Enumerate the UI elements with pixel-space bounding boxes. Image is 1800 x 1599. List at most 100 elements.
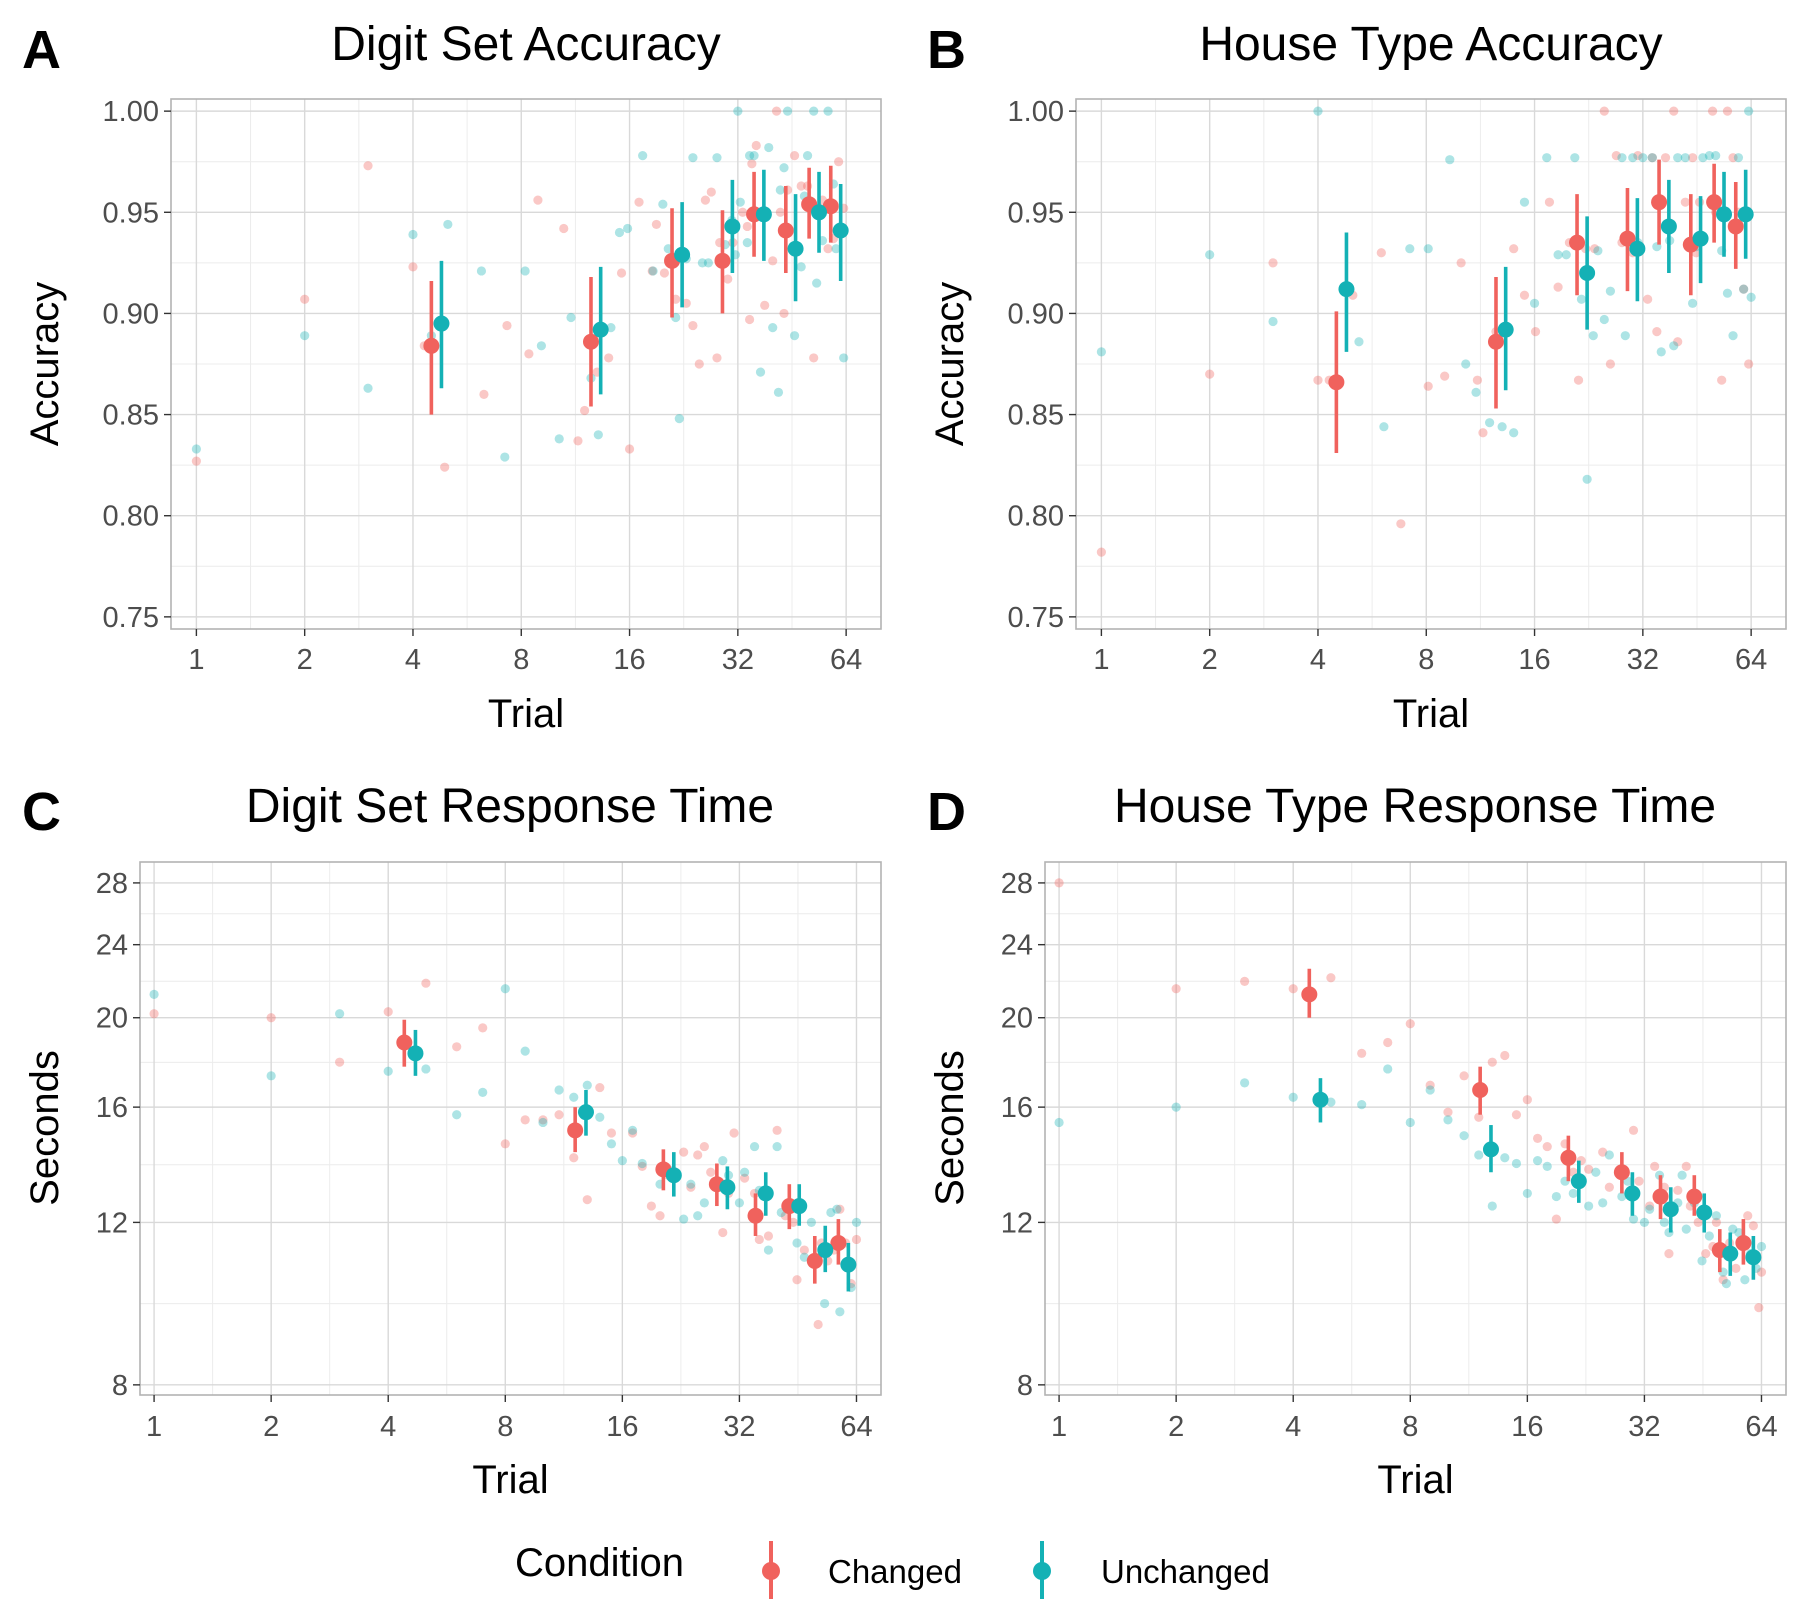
raw-point-unchanged <box>718 1156 728 1166</box>
raw-point-unchanged <box>1711 1211 1721 1221</box>
raw-point-changed <box>440 462 450 472</box>
raw-point-changed <box>1645 1201 1655 1211</box>
raw-point-changed <box>1664 1249 1674 1259</box>
y-tick-label: 8 <box>1017 1370 1033 1402</box>
raw-point-unchanged <box>1756 1241 1767 1252</box>
raw-point-unchanged <box>749 1141 760 1152</box>
raw-point-changed <box>792 1275 802 1285</box>
raw-point-changed <box>1634 1176 1644 1186</box>
raw-point-unchanged <box>1582 474 1592 484</box>
x-tick-label: 2 <box>1202 644 1218 676</box>
raw-point-unchanged <box>566 312 576 323</box>
raw-point-changed <box>1440 371 1450 381</box>
raw-point-unchanged <box>648 266 658 276</box>
mean-point-changed <box>777 222 794 239</box>
raw-point-unchanged <box>149 989 159 999</box>
raw-point-unchanged <box>1519 197 1530 207</box>
raw-point-unchanged <box>809 106 819 116</box>
raw-point-changed <box>1605 359 1616 369</box>
raw-point-unchanged <box>820 1298 830 1309</box>
raw-point-unchanged <box>693 1211 703 1221</box>
raw-point-unchanged <box>443 219 453 230</box>
raw-point-unchanged <box>1561 250 1571 260</box>
raw-point-changed <box>520 1115 530 1125</box>
y-tick-label: 1.00 <box>103 96 159 128</box>
raw-point-changed <box>1551 1214 1561 1224</box>
raw-point-unchanged <box>1677 1170 1687 1180</box>
raw-point-changed <box>1396 519 1406 529</box>
raw-point-changed <box>1357 1048 1367 1058</box>
raw-point-changed <box>699 1141 709 1152</box>
raw-point-changed <box>647 266 657 276</box>
raw-point-changed <box>1459 1071 1469 1081</box>
mean-point-unchanged <box>1482 1141 1499 1158</box>
raw-point-unchanged <box>1357 1100 1367 1110</box>
y-tick-label: 0.85 <box>103 400 159 432</box>
raw-point-changed <box>655 1211 665 1221</box>
raw-point-changed <box>1748 1221 1758 1231</box>
mean-point-changed <box>714 252 731 269</box>
raw-point-unchanged <box>1288 1092 1298 1102</box>
raw-point-unchanged <box>658 199 668 209</box>
raw-point-unchanged <box>1722 288 1733 298</box>
raw-point-changed <box>595 1082 605 1093</box>
raw-point-unchanged <box>782 106 793 116</box>
mean-point-unchanged <box>1692 230 1709 247</box>
raw-point-changed <box>1673 337 1683 347</box>
legend-key-changed <box>762 1541 780 1599</box>
raw-point-changed <box>679 1147 689 1157</box>
raw-point-unchanged <box>734 1198 745 1208</box>
raw-point-unchanged <box>792 1238 802 1248</box>
raw-point-changed <box>1519 290 1530 300</box>
y-tick-label: 16 <box>1001 1092 1033 1124</box>
raw-point-changed <box>744 314 755 325</box>
mean-point-changed <box>423 337 440 354</box>
raw-point-unchanged <box>1522 1188 1532 1199</box>
x-tick-label: 16 <box>1511 1411 1543 1443</box>
y-tick-label: 1.00 <box>1008 96 1064 128</box>
raw-point-changed <box>747 159 757 169</box>
raw-point-unchanged <box>1740 1275 1750 1285</box>
mean-point-changed <box>1328 374 1345 391</box>
raw-point-unchanged <box>1697 1256 1707 1266</box>
raw-point-changed <box>479 389 489 399</box>
raw-point-unchanged <box>1471 387 1481 397</box>
mean-point-unchanged <box>1497 321 1514 338</box>
x-tick-label: 64 <box>830 644 862 676</box>
raw-point-unchanged <box>383 1066 393 1076</box>
raw-point-unchanged <box>1656 347 1666 357</box>
raw-point-unchanged <box>452 1110 462 1120</box>
raw-point-unchanged <box>1728 1224 1738 1234</box>
raw-point-unchanged <box>408 229 418 240</box>
mean-point-unchanged <box>755 206 772 223</box>
raw-point-changed <box>1425 1080 1435 1090</box>
raw-point-unchanged <box>789 331 800 341</box>
raw-point-unchanged <box>1532 1156 1543 1166</box>
raw-point-unchanged <box>772 1141 782 1152</box>
raw-point-changed <box>1633 151 1643 161</box>
raw-point-unchanged <box>744 151 755 161</box>
mean-point-unchanged <box>791 1198 808 1215</box>
raw-point-unchanged <box>835 1307 845 1317</box>
raw-point-unchanged <box>1443 1115 1453 1125</box>
raw-point-changed <box>1598 1147 1608 1157</box>
panel-border <box>170 98 882 630</box>
raw-point-changed <box>408 262 418 272</box>
x-axis-label: Trial <box>1393 692 1469 736</box>
mean-point-unchanged <box>1722 1245 1739 1262</box>
raw-point-unchanged <box>697 258 707 268</box>
raw-point-changed <box>606 1128 617 1138</box>
raw-point-changed <box>712 353 722 363</box>
raw-point-unchanged <box>363 383 373 393</box>
raw-point-changed <box>1500 1050 1510 1061</box>
raw-point-unchanged <box>1542 1161 1552 1171</box>
raw-point-changed <box>627 1128 638 1138</box>
raw-point-changed <box>1472 375 1483 385</box>
y-tick-label: 0.95 <box>1008 197 1064 229</box>
raw-point-changed <box>1718 1275 1728 1285</box>
raw-point-unchanged <box>1542 153 1552 163</box>
raw-point-unchanged <box>606 1139 617 1149</box>
panel-border <box>1075 98 1787 630</box>
legend-key-unchanged <box>1033 1541 1051 1599</box>
